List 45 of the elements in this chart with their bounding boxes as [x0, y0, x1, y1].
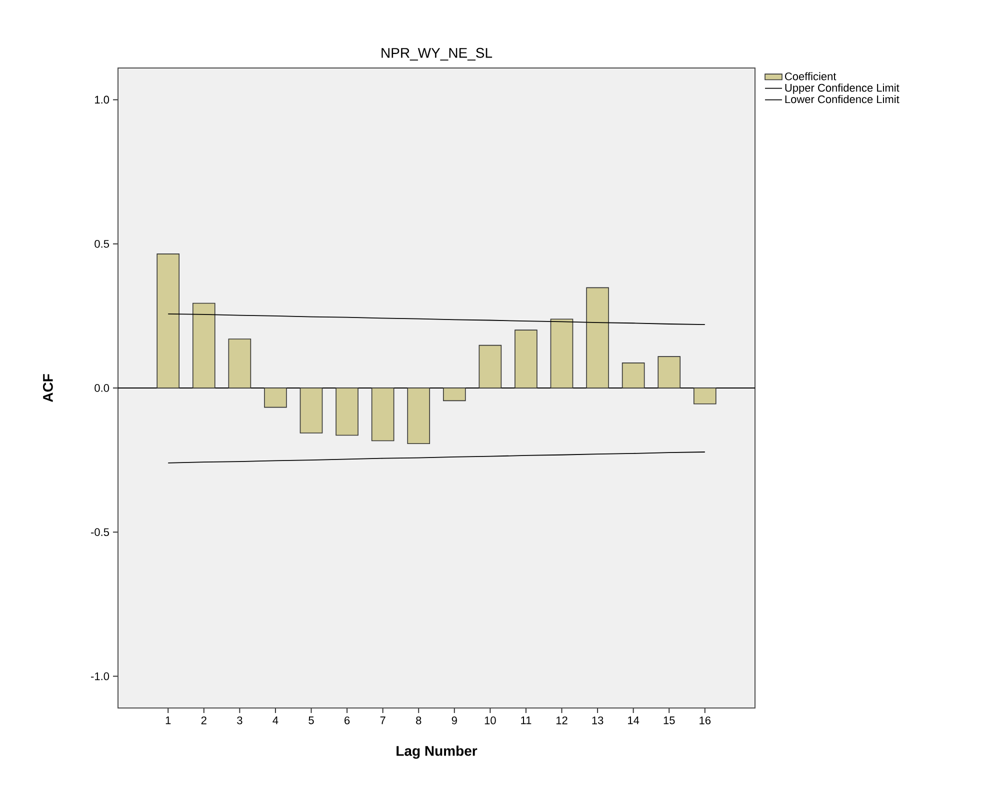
line-series	[168, 313, 706, 326]
bar	[336, 388, 358, 436]
bar	[192, 302, 216, 388]
legend-label: Coefficient	[785, 72, 836, 80]
bar	[658, 356, 681, 388]
x-tick-label: 1	[166, 716, 171, 724]
x-tick-label: 12	[556, 716, 568, 724]
bar	[407, 388, 430, 444]
legend-label: Upper Confidence Limit	[785, 84, 900, 94]
bar	[586, 287, 609, 388]
bar	[228, 338, 252, 388]
x-tick-label: 6	[344, 716, 350, 724]
x-tick-label: 14	[628, 716, 640, 724]
y-tick-label: 1.0	[95, 96, 110, 104]
y-tick-label: 0.5	[94, 240, 110, 248]
x-tick-label: 5	[308, 716, 314, 724]
x-tick-label: 2	[201, 716, 206, 724]
x-tick-label: 16	[700, 716, 711, 724]
y-tick-label: 0.0	[94, 384, 110, 392]
x-axis-title: Lag Number	[396, 746, 478, 759]
bar	[694, 388, 716, 404]
bar	[514, 330, 538, 388]
x-tick-label: 7	[380, 716, 386, 724]
chart-title: NPR_WY_NE_SL	[382, 48, 492, 60]
bar	[371, 388, 394, 442]
x-tick-label: 15	[664, 716, 675, 724]
legend-label: Lower Confidence Limit	[785, 95, 900, 104]
bar	[550, 318, 574, 388]
x-tick-label: 13	[592, 716, 604, 724]
line-series	[168, 452, 706, 464]
x-tick-label: 8	[416, 716, 422, 724]
x-tick-label: 3	[237, 716, 242, 724]
bar	[264, 388, 287, 408]
y-tick-label: -0.5	[91, 528, 110, 536]
bar	[478, 344, 502, 388]
x-tick-label: 10	[484, 716, 496, 724]
bar	[156, 254, 180, 388]
y-axis-title: ACF	[42, 374, 53, 402]
bar	[622, 362, 645, 388]
x-tick-label: 9	[452, 716, 457, 724]
x-tick-label: 4	[272, 716, 278, 724]
y-tick-label: -1.0	[91, 672, 110, 680]
bar	[300, 388, 323, 434]
bar	[443, 388, 466, 402]
x-tick-label: 11	[521, 716, 532, 724]
